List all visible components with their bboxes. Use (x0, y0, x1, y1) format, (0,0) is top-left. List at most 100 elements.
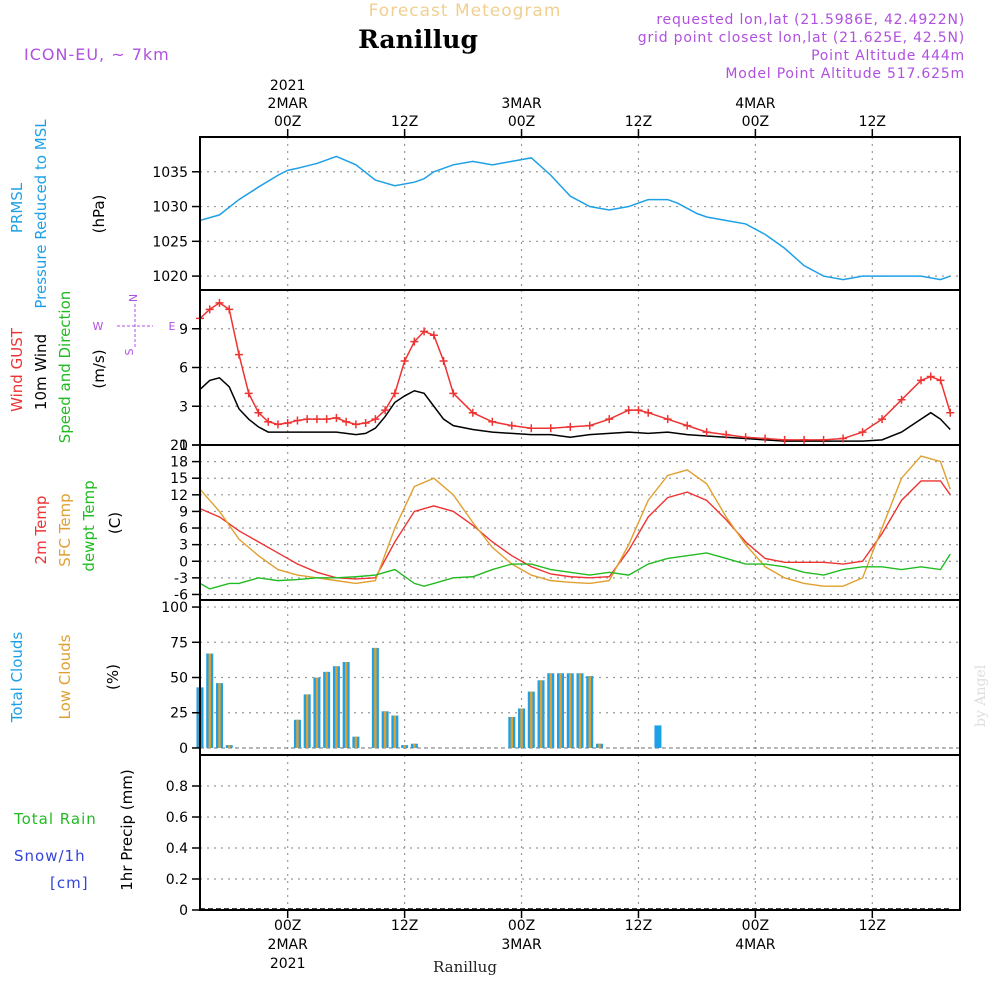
compass-e: E (169, 320, 176, 333)
y-tick-label: 1035 (152, 165, 188, 181)
y-tick-label: 50 (170, 671, 188, 687)
low-cloud-bar (569, 673, 572, 748)
faded-title: Forecast Meteogram (369, 1, 562, 21)
y-tick-label: 12 (170, 488, 188, 504)
gust-marker (293, 416, 302, 425)
time-label-top: 2MAR (268, 96, 309, 112)
time-label-top: 00Z (508, 114, 535, 130)
low-cloud-bar (588, 676, 591, 748)
low-cloud-bar (578, 673, 582, 748)
gust-marker (332, 413, 341, 422)
gust-marker (897, 395, 906, 404)
model-label: ICON-EU, ~ 7km (24, 45, 170, 64)
y-tick-label: 0.8 (166, 779, 188, 795)
low-cloud-bar (530, 691, 533, 748)
low-cloud-bar (296, 719, 299, 748)
footer-title: Ranillug (433, 958, 497, 976)
gust-marker (273, 420, 282, 429)
temp-2m-line (199, 480, 951, 580)
gust-marker (361, 419, 370, 428)
low-cloud-bar (218, 683, 221, 748)
gust-marker (663, 415, 672, 424)
gust-marker (917, 376, 926, 385)
gust-marker (381, 406, 390, 415)
gust-marker (264, 417, 273, 426)
gust-marker (322, 415, 331, 424)
y-tick-label: 9 (179, 322, 188, 338)
wind-speed-line (199, 377, 951, 442)
gust-marker (254, 408, 263, 417)
time-label-bottom: 2021 (270, 956, 306, 972)
info-model-altitude: Model Point Altitude 517.625m (725, 66, 965, 82)
low-cloud-bar (393, 715, 397, 748)
time-label-top: 00Z (742, 114, 769, 130)
time-label-bottom: 12Z (859, 918, 886, 934)
gust-marker (566, 422, 575, 431)
low-cloud-bar (549, 673, 552, 748)
gust-marker (439, 357, 448, 366)
compass-n: N (127, 294, 140, 302)
gust-marker (371, 415, 380, 424)
gust-marker (390, 389, 399, 398)
wind-label: 10m Wind (32, 334, 50, 410)
time-label-top: 00Z (274, 114, 301, 130)
time-label-bottom: 4MAR (735, 937, 776, 953)
compass-w: W (93, 320, 104, 333)
cloud-unit: (%) (104, 664, 122, 690)
gust-marker (926, 372, 935, 381)
snow-unit: [cm] (50, 874, 89, 892)
gust-marker (410, 337, 419, 346)
gust-marker (683, 421, 692, 430)
low-cloud-bar (403, 745, 406, 748)
gust-marker (283, 419, 292, 428)
time-label-top: 12Z (391, 114, 418, 130)
y-tick-label: 0.4 (166, 841, 188, 857)
pressure-label-long: Pressure Reduced to MSL (32, 119, 50, 309)
y-tick-label: 0.6 (166, 810, 188, 826)
y-tick-label: 1030 (152, 200, 188, 216)
y-tick-label: 6 (179, 361, 188, 377)
y-tick-label: 21 (170, 438, 188, 454)
gust-marker (225, 305, 234, 314)
temp-unit: (C) (106, 512, 124, 534)
rain-label: Total Rain (13, 810, 97, 828)
snow-label: Snow/1h (14, 847, 86, 865)
low-cloud-bar (228, 745, 231, 748)
time-label-top: 4MAR (735, 96, 776, 112)
gust-marker (527, 424, 536, 433)
low-cloud-bar (305, 694, 309, 748)
gust-marker (644, 408, 653, 417)
time-label-bottom: 00Z (274, 918, 301, 934)
low-cloud-bar (354, 736, 358, 748)
precip-unit: 1hr Precip (mm) (118, 769, 136, 890)
gust-label: Wind GUST (8, 327, 26, 412)
time-label-bottom: 3MAR (501, 937, 542, 953)
time-label-top: 2021 (270, 78, 306, 94)
panel-frame-pressure (199, 136, 961, 291)
gust-marker (839, 434, 848, 443)
y-tick-label: 0 (179, 903, 188, 919)
gust-marker (858, 428, 867, 437)
wind-direction-label: Speed and Direction (56, 291, 74, 444)
low-cloud-bar (335, 666, 338, 748)
gust-marker (429, 331, 438, 340)
time-label-top: 12Z (859, 114, 886, 130)
gust-marker (342, 417, 351, 426)
time-label-bottom: 00Z (742, 918, 769, 934)
gust-marker (507, 421, 516, 430)
gust-marker (488, 417, 497, 426)
y-tick-label: -6 (174, 587, 188, 603)
gust-marker (546, 424, 555, 433)
gust-marker (468, 408, 477, 417)
gust-marker (449, 389, 458, 398)
y-tick-label: 0 (179, 554, 188, 570)
gust-marker (780, 435, 789, 444)
gust-marker (761, 434, 770, 443)
sfc-temp-line (199, 455, 951, 587)
y-tick-label: 1020 (152, 269, 188, 285)
low-cloud-bar (315, 677, 319, 748)
y-tick-label: 6 (179, 521, 188, 537)
y-tick-label: 25 (170, 706, 188, 722)
watermark: by Angel (973, 664, 989, 727)
temp-2m-label: 2m Temp (32, 496, 50, 565)
